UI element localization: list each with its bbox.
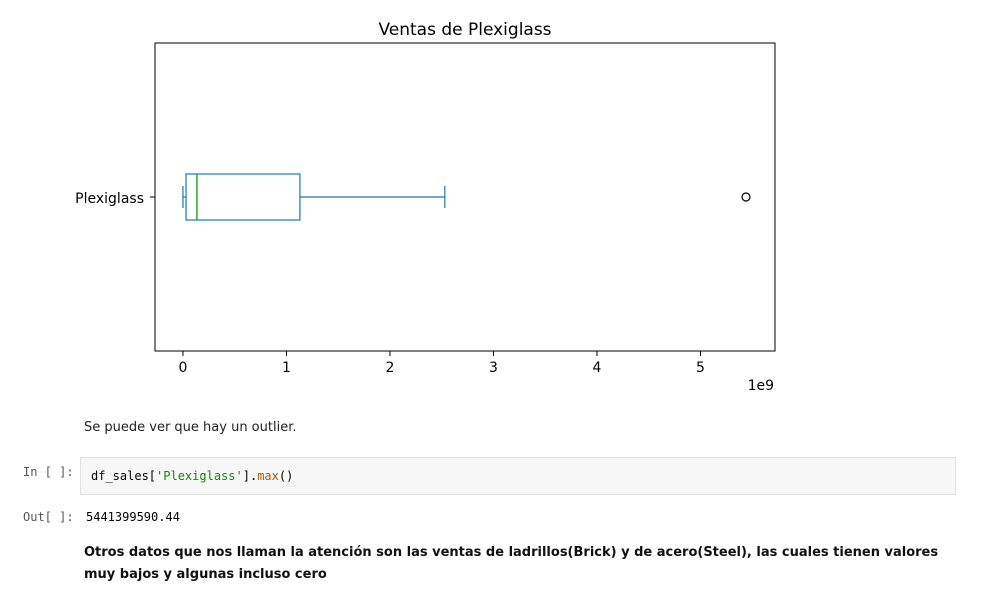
x-tick-label: 4 — [593, 360, 602, 376]
code-var: df_sales — [91, 469, 149, 483]
code-open-bracket: [ — [148, 469, 157, 483]
output-value: 5441399590.44 — [86, 510, 180, 524]
x-tick-label: 3 — [489, 360, 498, 376]
code-function: max — [257, 469, 279, 483]
chart-title: Ventas de Plexiglass — [378, 20, 551, 40]
code-line[interactable]: df_sales['Plexiglass'].max() — [91, 469, 293, 483]
code-close-bracket: ]. — [242, 469, 258, 483]
iqr-box — [185, 173, 301, 221]
x-tick-label: 5 — [696, 360, 705, 376]
category-label: Plexiglass — [75, 191, 144, 207]
boxplot-chart: Ventas de Plexiglass Plexiglass 0 1 2 3 4 5 1… — [75, 20, 776, 394]
x-tick-label: 0 — [178, 360, 187, 376]
outlier-point — [741, 192, 751, 202]
input-prompt: In [ ]: — [23, 465, 74, 479]
code-cell-input[interactable]: df_sales['Plexiglass'].max() — [80, 457, 956, 495]
plot-area-frame — [154, 42, 776, 352]
code-call: () — [278, 469, 294, 483]
x-tick-label: 1 — [282, 360, 291, 376]
markdown-attention-text: Otros datos que nos llaman la atención s… — [84, 545, 939, 582]
output-prompt: Out[ ]: — [23, 510, 74, 524]
x-offset-label: 1e9 — [748, 378, 774, 394]
code-string: 'Plexiglass' — [156, 469, 243, 483]
x-tick-label: 2 — [385, 360, 394, 376]
markdown-outlier-text: Se puede ver que hay un outlier. — [84, 420, 297, 435]
boxplot-figure: Ventas de Plexiglass Plexiglass 0 1 2 3 4 5 1… — [75, 20, 776, 394]
